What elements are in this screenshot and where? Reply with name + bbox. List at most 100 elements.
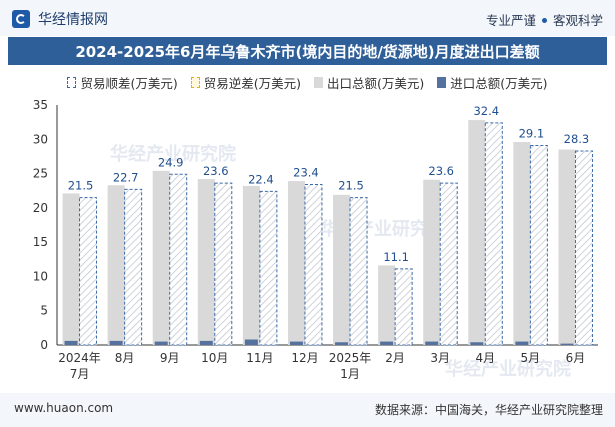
tag-professional: 专业严谨: [485, 13, 536, 28]
bullet-dot-icon: [541, 18, 547, 23]
chart-title-bar: 2024-2025年6月年乌鲁木齐市(境内目的地/货源地)月度进出口差额: [8, 37, 607, 65]
surplus-bar: [79, 197, 98, 346]
x-tick-label: 11月: [246, 351, 273, 365]
legend-item-surplus: 贸易顺差(万美元): [67, 73, 178, 92]
surplus-data-label: 24.9: [158, 155, 184, 169]
y-tick-label: 15: [33, 235, 48, 249]
export-bar: [423, 179, 441, 345]
legend-swatch-import: [437, 77, 447, 88]
export-bar: [107, 185, 125, 345]
surplus-bar: [394, 268, 413, 346]
surplus-data-label: 23.6: [428, 164, 454, 178]
import-bar: [154, 341, 168, 345]
surplus-bar: [349, 197, 368, 346]
legend-label-import: 进口总额(万美元): [450, 76, 548, 91]
legend-swatch-surplus: [67, 77, 77, 88]
export-bar: [287, 181, 305, 345]
x-tick-label: 9月: [160, 351, 180, 365]
plot-area: 0 5 10 15 20 25 30 35 21.5 2024年 7月 22.7 8月 24.9 9月 23.…: [33, 98, 598, 381]
surplus-data-label: 32.4: [473, 104, 499, 118]
export-bar: [378, 265, 396, 345]
surplus-data-label: 23.4: [293, 166, 319, 180]
export-bar: [558, 149, 576, 345]
surplus-bar: [214, 182, 233, 346]
chart-title: 2024-2025年6月年乌鲁木齐市(境内目的地/货源地)月度进出口差额: [75, 43, 540, 61]
x-tick-label: 1月: [340, 367, 360, 381]
y-tick-label: 5: [40, 304, 48, 318]
export-bar: [468, 120, 486, 345]
surplus-bar: [304, 184, 323, 346]
legend-item-deficit: 贸易逆差(万美元): [190, 73, 301, 92]
export-bar: [62, 193, 80, 345]
surplus-bar: [169, 173, 188, 346]
y-tick-label: 20: [33, 201, 48, 215]
import-bar: [199, 340, 213, 345]
x-tick-label: 7月: [70, 367, 90, 381]
y-tick-label: 10: [33, 269, 48, 283]
surplus-data-label: 22.7: [113, 170, 139, 184]
surplus-bar: [259, 190, 278, 346]
x-tick-label: 2025年: [329, 351, 372, 365]
import-bar: [289, 341, 303, 345]
surplus-bar: [124, 188, 143, 346]
y-tick-label: 25: [33, 167, 48, 181]
surplus-data-label: 21.5: [338, 179, 364, 193]
export-bar: [197, 179, 215, 345]
import-bar: [380, 341, 394, 345]
legend-item-import: 进口总额(万美元): [437, 73, 548, 92]
legend-swatch-deficit: [190, 77, 200, 88]
footer-bar: www.huaon.com 数据来源：中国海关，华经产业研究院整理: [0, 393, 615, 427]
tag-objective: 客观科学: [552, 13, 603, 28]
x-tick-label: 10月: [201, 351, 228, 365]
surplus-data-label: 22.4: [248, 172, 274, 186]
import-bar: [64, 340, 78, 345]
x-tick-label: 8月: [115, 351, 135, 365]
surplus-data-label: 11.1: [383, 250, 409, 264]
surplus-bar: [574, 150, 593, 346]
import-bar: [244, 339, 258, 345]
import-bar: [470, 342, 484, 345]
import-bar: [560, 343, 574, 345]
y-tick-label: 30: [33, 132, 48, 146]
export-bar: [333, 194, 351, 345]
x-tick-label: 6月: [566, 351, 586, 365]
export-bar: [513, 142, 531, 345]
legend-label-deficit: 贸易逆差(万美元): [203, 76, 301, 91]
x-tick-label: 5月: [521, 351, 541, 365]
x-tick-label: 2月: [385, 351, 405, 365]
import-bar: [425, 341, 439, 345]
brand[interactable]: 华经情报网: [12, 9, 108, 29]
import-bar: [335, 342, 349, 345]
surplus-bar: [439, 182, 458, 346]
legend-label-export: 出口总额(万美元): [327, 76, 425, 91]
surplus-bar: [484, 122, 503, 346]
x-tick-label: 3月: [430, 351, 450, 365]
legend-swatch-export: [314, 77, 323, 88]
watermark-3: 华经产业研究院: [445, 359, 571, 380]
export-bar: [242, 185, 260, 345]
surplus-data-label: 23.6: [203, 164, 229, 178]
surplus-data-label: 21.5: [68, 179, 94, 193]
watermark-1: 华经产业研究院: [110, 144, 236, 165]
legend-label-surplus: 贸易顺差(万美元): [80, 76, 178, 91]
brand-logo-icon: [12, 10, 30, 28]
legend-item-export: 出口总额(万美元): [314, 73, 424, 92]
footer-website-link[interactable]: www.huaon.com: [14, 401, 114, 415]
import-bar: [515, 341, 529, 345]
brand-name: 华经情报网: [38, 12, 108, 28]
chart-legend: 贸易顺差(万美元) 贸易逆差(万美元) 出口总额(万美元) 进口总额(万美元): [0, 73, 615, 92]
y-tick-label: 35: [33, 98, 48, 112]
y-tick-label: 0: [40, 338, 48, 352]
export-bar: [152, 170, 170, 345]
surplus-data-label: 29.1: [519, 126, 545, 140]
footer-source: 数据来源：中国海关，华经产业研究院整理: [374, 403, 603, 417]
import-bar: [109, 340, 123, 345]
x-tick-label: 4月: [475, 351, 495, 365]
top-header: 华经情报网 专业严谨 客观科学: [0, 0, 615, 36]
surplus-bar: [529, 144, 548, 346]
surplus-data-label: 28.3: [564, 132, 590, 146]
header-tags: 专业严谨 客观科学: [486, 10, 603, 29]
x-tick-label: 12月: [291, 351, 318, 365]
x-tick-label: 2024年: [58, 351, 101, 365]
bar-chart: 0 5 10 15 20 25 30 35 21.5 2024年 7月 22.7 8月 24.9 9月 23.…: [33, 98, 598, 381]
